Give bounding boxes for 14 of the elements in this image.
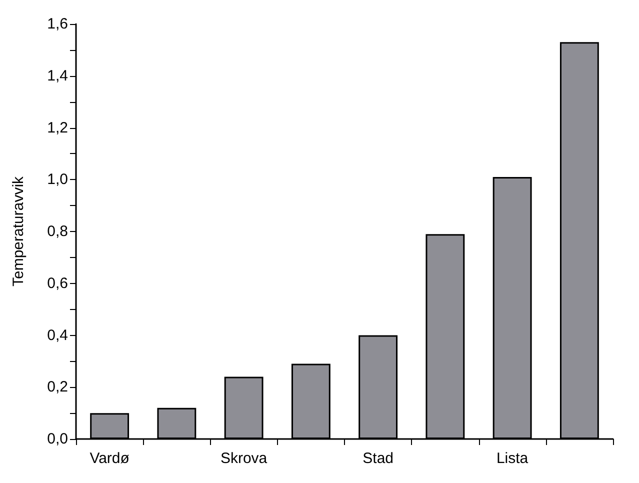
- x-tick-label: Stad: [362, 450, 394, 467]
- y-tick-label: 0,6: [47, 274, 68, 292]
- y-tick-label: 1,0: [47, 171, 68, 188]
- x-tick-label: Lista: [496, 450, 529, 467]
- y-tick-label: 0,8: [47, 223, 68, 240]
- x-tick-label: Vardø: [90, 450, 130, 467]
- y-tick-label: 1,6: [47, 16, 68, 32]
- y-tick-label: 1,2: [47, 119, 68, 136]
- y-tick-label: 0,0: [47, 430, 68, 448]
- y-tick-label: 0,4: [47, 326, 68, 344]
- y-tick-label: 1,4: [47, 67, 68, 84]
- y-tick-label: 0,2: [47, 378, 68, 396]
- y-axis-title: Temperaturavvik: [10, 176, 27, 287]
- x-tick-label: Skrova: [220, 450, 268, 467]
